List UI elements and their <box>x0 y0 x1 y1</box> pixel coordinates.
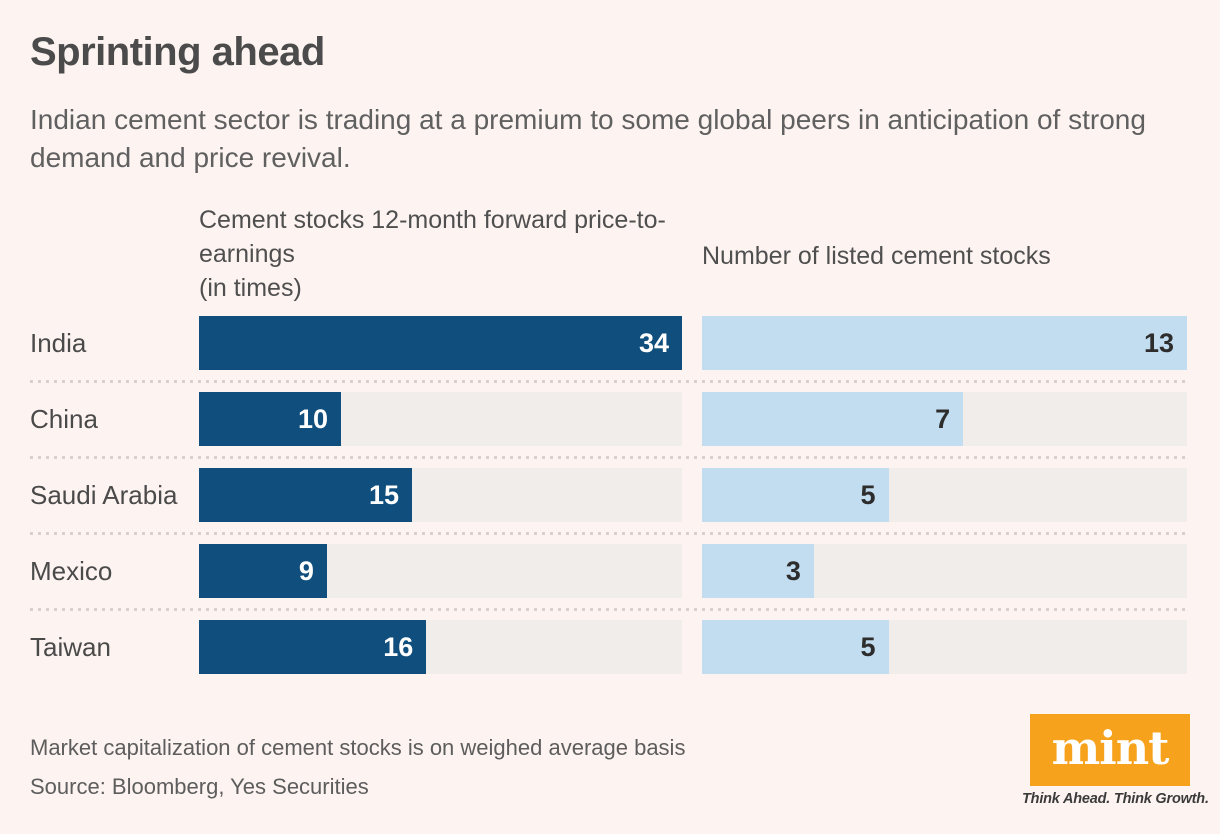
chart-row: Taiwan 16 5 <box>30 620 1187 674</box>
mint-logo: mint <box>1030 714 1190 786</box>
count-bar: 5 <box>702 620 889 674</box>
pe-bar: 10 <box>199 392 342 446</box>
column-gap <box>682 316 702 370</box>
count-bar: 7 <box>702 392 964 446</box>
bar-value-label: 10 <box>298 403 329 434</box>
pe-bar-track: 9 <box>199 544 682 598</box>
mint-logo-wordmark: mint <box>1051 721 1170 775</box>
column-gap <box>682 468 702 522</box>
row-separator <box>30 522 1187 544</box>
pe-bar: 34 <box>199 316 682 370</box>
row-separator <box>30 370 1187 392</box>
page-title: Sprinting ahead <box>30 30 325 74</box>
pe-bar-track: 10 <box>199 392 682 446</box>
count-bar: 5 <box>702 468 889 522</box>
bar-value-label: 5 <box>860 631 876 662</box>
count-bar-track: 7 <box>702 392 1187 446</box>
chart-row: China 10 7 <box>30 392 1187 446</box>
chart-footnote: Market capitalization of cement stocks i… <box>30 735 686 760</box>
row-separator <box>30 598 1187 620</box>
chart-source: Source: Bloomberg, Yes Securities <box>30 774 369 799</box>
pe-bar: 15 <box>199 468 413 522</box>
country-label: Mexico <box>30 556 113 586</box>
right-column-header: Number of listed cement stocks <box>702 239 1187 273</box>
column-gap <box>682 620 702 674</box>
chart-subtitle: Indian cement sector is trading at a pre… <box>30 104 1146 173</box>
pe-bar-track: 16 <box>199 620 682 674</box>
chart-row: Saudi Arabia 15 5 <box>30 468 1187 522</box>
bar-value-label: 3 <box>785 555 801 586</box>
pe-bar-track: 34 <box>199 316 682 370</box>
country-label: Saudi Arabia <box>30 480 178 510</box>
bar-value-label: 5 <box>860 479 876 510</box>
bar-value-label: 9 <box>298 555 314 586</box>
bar-value-label: 13 <box>1143 327 1174 358</box>
count-bar: 3 <box>702 544 814 598</box>
bar-value-label: 16 <box>383 631 414 662</box>
row-separator <box>30 446 1187 468</box>
chart-row: India 34 13 <box>30 316 1187 370</box>
count-bar-track: 5 <box>702 468 1187 522</box>
mint-tagline: Think Ahead. Think Growth. <box>1022 791 1209 807</box>
chart-rows: India 34 13 China 10 7 Saudi Arabia 15 5 Mexico 9 3… <box>30 316 1187 674</box>
left-column-header-unit: (in times) <box>199 274 302 302</box>
chart-row: Mexico 9 3 <box>30 544 1187 598</box>
country-label: India <box>30 328 87 358</box>
pe-bar: 16 <box>199 620 427 674</box>
pe-bar: 9 <box>199 544 327 598</box>
pe-bar-track: 15 <box>199 468 682 522</box>
bar-value-label: 34 <box>638 327 669 358</box>
country-label: China <box>30 404 98 434</box>
column-gap <box>682 544 702 598</box>
bar-value-label: 7 <box>935 403 951 434</box>
count-bar-track: 5 <box>702 620 1187 674</box>
left-column-header: Cement stocks 12-month forward price-to-… <box>199 203 669 305</box>
count-bar-track: 13 <box>702 316 1187 370</box>
left-column-header-label: Cement stocks 12-month forward price-to-… <box>199 206 666 268</box>
count-bar-track: 3 <box>702 544 1187 598</box>
count-bar: 13 <box>702 316 1187 370</box>
column-gap <box>682 392 702 446</box>
country-label: Taiwan <box>30 632 111 662</box>
bar-value-label: 15 <box>369 479 400 510</box>
right-column-header-label: Number of listed cement stocks <box>702 242 1051 270</box>
